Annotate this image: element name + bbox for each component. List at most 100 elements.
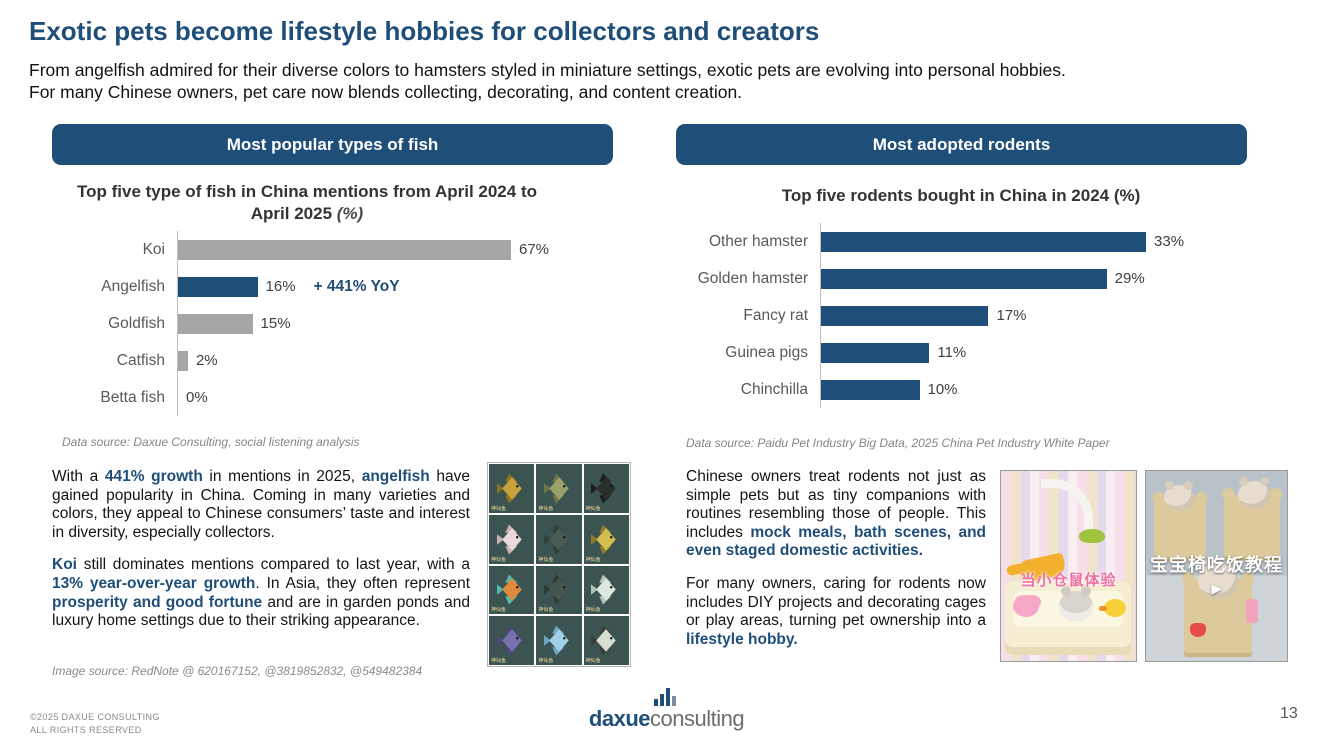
fish-label: 神仙鱼 <box>585 556 601 563</box>
bar-category-label: Catfish <box>116 351 165 369</box>
bar-category-label: Other hamster <box>708 232 808 250</box>
fish-label: 神仙鱼 <box>538 556 554 563</box>
bar-value-label: 2% <box>195 352 218 369</box>
bar-value-label: 10% <box>927 381 958 398</box>
rodent-bar-chart: Other hamster 33% Golden hamster 29% Fancy r… <box>676 223 1276 408</box>
bottle-shape <box>1246 599 1258 623</box>
paragraph: With a 441% growth in mentions in 2025, … <box>52 468 470 541</box>
copyright-line-1: ©2025 DAXUE CONSULTING <box>30 712 160 722</box>
hamster-figure <box>1059 586 1093 621</box>
hamster-figure <box>1164 481 1194 511</box>
bar-row: Angelfish 16% + 441% YoY <box>52 268 627 305</box>
hamster-figure <box>1238 477 1270 509</box>
fish-chart-title-unit: (%) <box>336 204 364 224</box>
fish-chart-source: Data source: Daxue Consulting, social li… <box>62 435 360 449</box>
bar-category-label: Goldfish <box>108 314 165 332</box>
angelfish-photo-cell: 神仙鱼 <box>583 464 629 513</box>
angelfish-icon <box>591 524 617 555</box>
bar-track: 17% <box>820 297 1276 334</box>
shower-head-shape <box>1079 529 1105 543</box>
angelfish-icon <box>543 473 569 504</box>
angelfish-photo-cell: 神仙鱼 <box>489 565 535 615</box>
bar-value-label: 16% <box>265 278 296 295</box>
bar <box>821 379 920 400</box>
hamster-chairs-photo: 宝宝椅吃饭教程 ▶ <box>1145 470 1288 662</box>
bar-value-label: 67% <box>518 241 550 258</box>
fish-chart-title: Top five type of fish in China mentions … <box>77 181 537 225</box>
bar-chart-icon <box>0 688 1333 706</box>
bar <box>821 268 1107 289</box>
page-number: 13 <box>1280 705 1298 722</box>
bar-row: Chinchilla 10% <box>676 371 1276 408</box>
angelfish-photo-cell: 神仙鱼 <box>536 616 582 665</box>
bar-track: 33% <box>820 223 1276 260</box>
angelfish-icon <box>591 625 617 656</box>
yoy-annotation: + 441% YoY <box>313 277 400 295</box>
angelfish-icon <box>543 625 569 656</box>
rodent-chart-title: Top five rodents bought in China in 2024… <box>781 186 1141 205</box>
bar-category-label: Fancy rat <box>743 306 808 324</box>
angelfish-photo-cell: 神仙鱼 <box>583 514 629 564</box>
bar-value-label: 15% <box>260 315 291 332</box>
fish-label: 神仙鱼 <box>538 658 554 664</box>
rodent-body-text: Chinese owners treat rodents not just as… <box>686 468 986 663</box>
hamster-figure <box>1198 559 1238 599</box>
angelfish-icon <box>591 473 617 504</box>
bar <box>821 231 1147 252</box>
bar-row: Fancy rat 17% <box>676 297 1276 334</box>
bar <box>821 342 930 363</box>
image-source-note: Image source: RedNote @ 620167152, @3819… <box>52 664 423 678</box>
paragraph: For many owners, caring for rodents now … <box>686 574 986 648</box>
bar-value-label: 17% <box>996 307 1027 324</box>
fish-label: 神仙鱼 <box>585 607 601 614</box>
paragraph: Koi still dominates mentions compared to… <box>52 556 471 630</box>
bar-row: Other hamster 33% <box>676 223 1276 260</box>
bar-track: 16% + 441% YoY <box>177 268 627 305</box>
angelfish-icon <box>543 574 569 605</box>
bar-category-label: Angelfish <box>101 277 165 295</box>
bar-value-label: 33% <box>1154 233 1185 250</box>
angelfish-icon <box>543 524 569 555</box>
copyright-line-2: ALL RIGHTS RESERVED <box>30 724 142 735</box>
bar <box>178 239 511 260</box>
bar-value-label: 29% <box>1114 270 1145 287</box>
fish-label: 神仙鱼 <box>491 607 507 614</box>
shower-pipe-shape <box>1041 479 1093 543</box>
bar-row: Goldfish 15% <box>52 305 627 342</box>
daxue-consulting-logo: daxueconsulting <box>0 688 1333 732</box>
bath-photo-caption: 当小仓鼠体验 <box>1020 572 1117 589</box>
bar-category-label: Golden hamster <box>697 269 808 287</box>
angelfish-photo-cell: 神仙鱼 <box>583 616 629 665</box>
rubber-duck-shape <box>1099 599 1126 617</box>
rodent-chart-source: Data source: Paidu Pet Industry Big Data… <box>686 436 1110 450</box>
fish-label: 神仙鱼 <box>491 505 507 512</box>
page-subtitle: From angelfish admired for their diverse… <box>29 60 1309 104</box>
paragraph: Chinese owners treat rodents not just as… <box>686 468 987 560</box>
bar-category-label: Chinchilla <box>740 380 808 398</box>
bar <box>178 350 188 371</box>
angelfish-photo-cell: 神仙鱼 <box>583 565 629 615</box>
angelfish-photo-cell: 神仙鱼 <box>489 616 535 665</box>
fish-chart-title-text: Top five type of fish in China mentions … <box>77 182 537 224</box>
fish-label: 神仙鱼 <box>538 607 554 614</box>
bar-track: 67% <box>177 231 627 268</box>
angelfish-icon <box>496 574 522 605</box>
angelfish-photo-cell: 神仙鱼 <box>489 514 535 564</box>
bar-row: Betta fish 0% <box>52 379 627 416</box>
fish-label: 神仙鱼 <box>491 556 507 563</box>
bar-track: 2% <box>177 342 627 379</box>
play-icon: ▶ <box>1211 581 1222 596</box>
bar <box>178 276 258 297</box>
strawberry-shape <box>1190 623 1206 637</box>
angelfish-icon <box>496 473 522 504</box>
bar <box>178 313 253 334</box>
rodent-panel-header: Most adopted rodents <box>676 124 1247 165</box>
copyright-note: ©2025 DAXUE CONSULTING ALL RIGHTS RESERVE… <box>30 711 160 736</box>
angelfish-photo-cell: 神仙鱼 <box>489 464 535 513</box>
logo-text: daxueconsulting <box>0 706 1333 732</box>
bar-value-label: 0% <box>186 389 208 406</box>
fish-label: 神仙鱼 <box>491 658 507 664</box>
bar-category-label: Koi <box>142 240 165 258</box>
fish-label: 神仙鱼 <box>538 505 554 512</box>
